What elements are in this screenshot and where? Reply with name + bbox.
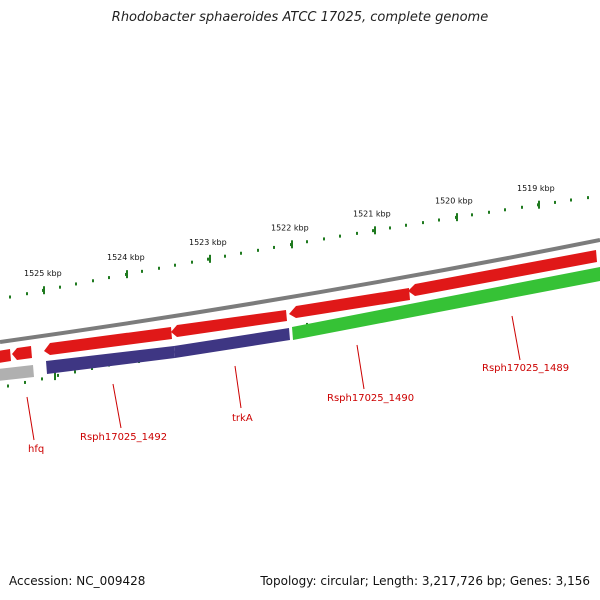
scale-label: 1520 kbp [435, 196, 473, 205]
leader-lines [26, 315, 521, 441]
genome-backbone [0, 238, 600, 344]
gene-arrow-rsph17025-1492-red[interactable] [44, 327, 172, 355]
gene-bar-hfq-grey[interactable] [0, 365, 34, 381]
gene-label-trka[interactable]: trkA [232, 413, 253, 424]
scale-label: 1521 kbp [353, 210, 391, 219]
gene-bar-trka-blue[interactable] [174, 328, 290, 358]
scale-label: 1522 kbp [271, 223, 309, 232]
gene-bar-rsph17025-1492-blue[interactable] [46, 346, 175, 374]
gene-label-rsph17025-1490[interactable]: Rsph17025_1490 [327, 393, 414, 404]
scale-label: 1519 kbp [517, 184, 555, 193]
gene-arrow-hfq-red[interactable] [12, 346, 32, 360]
forward-genes [0, 250, 597, 363]
scale-label: 1525 kbp [24, 269, 62, 278]
gene-label-rsph17025-1489[interactable]: Rsph17025_1489 [482, 363, 569, 374]
scale-labels: 1525 kbp 1524 kbp 1523 kbp 1522 kbp 1521 kbp… [24, 184, 555, 278]
gene-label-hfq[interactable]: hfq [28, 444, 44, 455]
gene-arrow-trka-red[interactable] [171, 310, 287, 337]
gene-labels: hfq Rsph17025_1492 trkA Rsph17025_1490 R… [28, 363, 569, 455]
scale-label: 1523 kbp [189, 238, 227, 247]
gene-arrow-rsph17025-1489-red[interactable] [408, 250, 597, 296]
accession-text: Accession: NC_009428 [9, 574, 146, 588]
gene-bar-rsph17025-1490-green[interactable] [292, 267, 600, 340]
gene-label-rsph17025-1492[interactable]: Rsph17025_1492 [80, 432, 167, 443]
reverse-genes [0, 267, 600, 381]
scale-label: 1524 kbp [107, 253, 145, 262]
topology-summary: Topology: circular; Length: 3,217,726 bp… [260, 574, 590, 588]
gene-arrow-hfq-upstream[interactable] [0, 349, 11, 363]
gene-arrow-rsph17025-1490-red[interactable] [289, 288, 410, 318]
genome-title: Rhodobacter sphaeroides ATCC 17025, comp… [111, 10, 489, 25]
